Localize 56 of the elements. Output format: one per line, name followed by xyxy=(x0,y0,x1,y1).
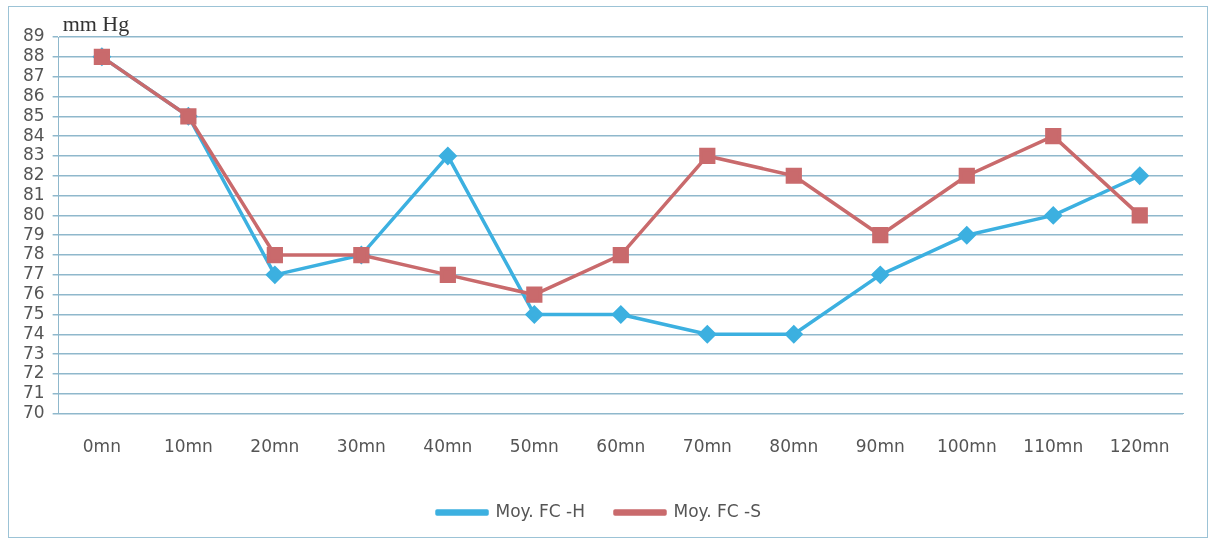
y-tick-label: 83 xyxy=(22,144,45,165)
x-tick-label: 40mn xyxy=(423,436,473,457)
x-tick-label: 120mn xyxy=(1109,436,1170,457)
point xyxy=(1131,167,1149,185)
y-tick-label: 88 xyxy=(22,45,45,66)
point xyxy=(785,167,802,184)
y-tick-label: 89 xyxy=(22,25,45,46)
x-tick-label: 30mn xyxy=(336,436,386,457)
x-tick-label: 100mn xyxy=(936,436,997,457)
x-tick-label: 0mn xyxy=(82,436,121,457)
point xyxy=(698,325,717,344)
y-tick-label: 84 xyxy=(22,124,45,145)
x-tick-label: 70mn xyxy=(682,436,732,457)
y-tick-label: 71 xyxy=(22,382,45,403)
legend-label: Moy. FC -S xyxy=(673,500,761,521)
x-tick-label: 50mn xyxy=(509,436,559,457)
point xyxy=(872,227,889,244)
point xyxy=(871,266,890,284)
y-tick-label: 85 xyxy=(22,104,45,125)
point xyxy=(525,305,544,324)
y-tick-label: 78 xyxy=(22,243,45,264)
point xyxy=(958,167,975,184)
y-tick-label: 82 xyxy=(22,164,45,185)
point xyxy=(699,147,716,165)
y-tick-label: 75 xyxy=(22,302,45,323)
point xyxy=(266,246,283,264)
point xyxy=(526,286,543,303)
x-tick-label: 60mn xyxy=(596,436,646,457)
legend-label: Moy. FC -H xyxy=(495,500,585,521)
x-tick-label: 90mn xyxy=(855,436,905,457)
y-tick-label: 87 xyxy=(22,65,45,86)
y-tick-label: 86 xyxy=(22,84,45,105)
point xyxy=(439,147,457,165)
point xyxy=(612,246,629,264)
point xyxy=(1131,207,1148,224)
y-tick-label: 74 xyxy=(22,322,45,343)
y-tick-label: 72 xyxy=(22,362,45,383)
point xyxy=(612,305,630,324)
point xyxy=(439,266,456,283)
point xyxy=(1044,206,1063,225)
x-tick-label: 80mn xyxy=(769,436,819,457)
point xyxy=(785,325,803,344)
y-tick-label: 73 xyxy=(22,342,45,363)
y-axis-title: mm Hg xyxy=(62,10,130,36)
point xyxy=(266,266,284,284)
point xyxy=(1045,127,1062,145)
y-tick-label: 81 xyxy=(22,183,45,204)
x-tick-label: 20mn xyxy=(250,436,300,457)
point xyxy=(958,226,976,244)
y-tick-label: 76 xyxy=(22,283,45,304)
y-tick-label: 77 xyxy=(22,263,45,284)
y-tick-label: 70 xyxy=(22,402,45,423)
y-tick-label: 79 xyxy=(22,223,45,244)
x-tick-label: 110mn xyxy=(1023,436,1084,457)
y-tick-label: 80 xyxy=(22,203,45,224)
x-tick-label: 10mn xyxy=(163,436,213,457)
